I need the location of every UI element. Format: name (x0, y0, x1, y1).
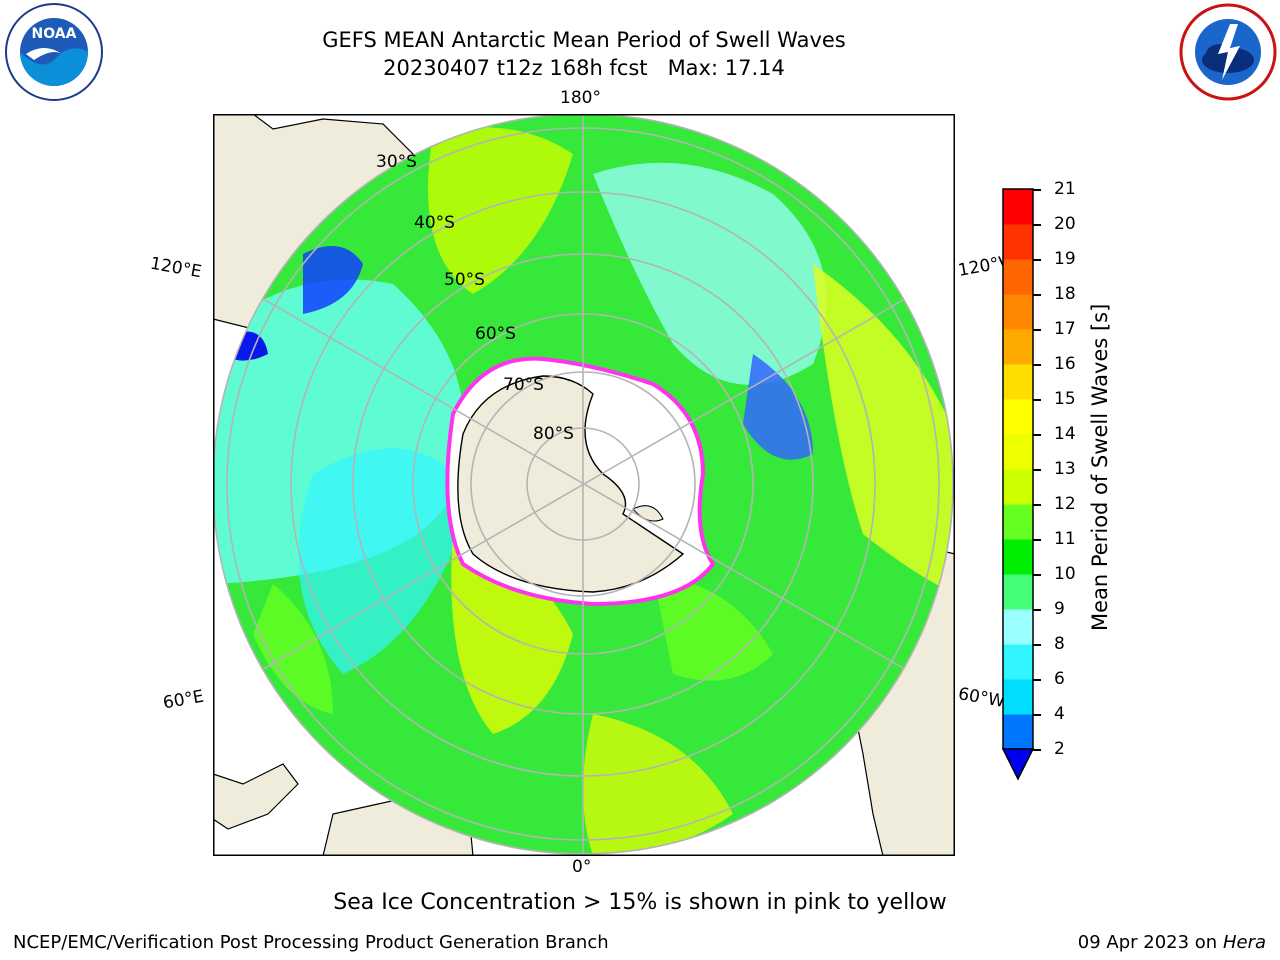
lon-label-180: 180° (560, 88, 601, 108)
lat-label-30s: 30°S (376, 152, 417, 172)
colorbar-segment (1003, 259, 1033, 295)
map-frame (213, 114, 955, 856)
lat-label-70s: 70°S (503, 375, 544, 395)
colorbar-tick-mark (1033, 574, 1041, 576)
footer-host: Hera (1222, 932, 1266, 953)
colorbar-tick-mark (1033, 504, 1041, 506)
colorbar-tick-mark (1033, 714, 1041, 716)
colorbar-tick-mark (1033, 469, 1041, 471)
colorbar-tick-mark (1033, 749, 1041, 751)
colorbar-tick-mark (1033, 189, 1041, 191)
lat-label-60s: 60°S (475, 324, 516, 344)
lon-label-60e: 60°E (161, 686, 206, 714)
colorbar-tick-label: 12 (1054, 494, 1076, 514)
colorbar-tick-label: 10 (1054, 564, 1076, 584)
colorbar-tick-mark (1033, 434, 1041, 436)
colorbar-segment (1003, 399, 1033, 435)
colorbar-segment (1003, 364, 1033, 400)
colorbar-segment (1003, 294, 1033, 330)
colorbar-tick-label: 14 (1054, 424, 1076, 444)
colorbar-tick-mark (1033, 224, 1041, 226)
colorbar-tick-mark (1033, 399, 1041, 401)
colorbar-tick-mark (1033, 364, 1041, 366)
colorbar-tick-mark (1033, 329, 1041, 331)
lon-label-60w: 60°W (956, 684, 1007, 712)
nws-logo (1179, 3, 1277, 101)
footer-date: 09 Apr 2023 on Hera (1078, 932, 1266, 953)
lon-label-0: 0° (572, 857, 592, 877)
colorbar-tick-mark (1033, 259, 1041, 261)
colorbar-segment (1003, 189, 1033, 225)
title-line-1: GEFS MEAN Antarctic Mean Period of Swell… (322, 28, 846, 52)
colorbar-segment (1003, 224, 1033, 260)
colorbar-tick-label: 13 (1054, 459, 1076, 479)
colorbar-segment (1003, 434, 1033, 470)
colorbar-segment (1003, 609, 1033, 645)
colorbar-segment (1003, 329, 1033, 365)
colorbar-tick-label: 6 (1054, 669, 1065, 689)
colorbar-tick-label: 4 (1054, 704, 1065, 724)
colorbar-tick-mark (1033, 644, 1041, 646)
noaa-logo-text: NOAA (32, 26, 77, 42)
colorbar-segment (1003, 504, 1033, 540)
lon-label-120e: 120°E (148, 253, 204, 283)
lat-label-50s: 50°S (444, 270, 485, 290)
title-line-2: 20230407 t12z 168h fcst Max: 17.14 (383, 56, 785, 80)
colorbar-tick-label: 15 (1054, 389, 1076, 409)
sea-ice-caption: Sea Ice Concentration > 15% is shown in … (333, 890, 947, 915)
footer-branch: NCEP/EMC/Verification Post Processing Pr… (13, 932, 609, 953)
colorbar-tick-label: 21 (1054, 179, 1076, 199)
colorbar-segment (1003, 469, 1033, 505)
swell-period-field (213, 114, 953, 854)
footer-date-text: 09 Apr 2023 on (1077, 932, 1223, 953)
colorbar-segment (1003, 714, 1033, 750)
colorbar-tick-label: 18 (1054, 284, 1076, 304)
colorbar-tick-mark (1033, 539, 1041, 541)
colorbar (1001, 188, 1035, 781)
colorbar-tick-mark (1033, 679, 1041, 681)
antarctic-map (213, 114, 955, 856)
colorbar-tick-label: 8 (1054, 634, 1065, 654)
map-boundary-circle (213, 114, 954, 855)
colorbar-tick-label: 2 (1054, 739, 1065, 759)
colorbar-tick-mark (1033, 609, 1041, 611)
colorbar-tick-label: 17 (1054, 319, 1076, 339)
colorbar-segment (1003, 574, 1033, 610)
lat-label-40s: 40°S (414, 213, 455, 233)
noaa-logo: NOAA (5, 3, 103, 101)
colorbar-tick-label: 11 (1054, 529, 1076, 549)
colorbar-tick-mark (1033, 294, 1041, 296)
colorbar-segment (1003, 539, 1033, 575)
colorbar-label: Mean Period of Swell Waves [s] (1088, 303, 1112, 631)
colorbar-tick-label: 20 (1054, 214, 1076, 234)
colorbar-tick-label: 9 (1054, 599, 1065, 619)
colorbar-segment (1003, 644, 1033, 680)
graticule (213, 114, 953, 854)
colorbar-segment (1003, 679, 1033, 715)
colorbar-tick-label: 19 (1054, 249, 1076, 269)
lat-label-80s: 80°S (533, 424, 574, 444)
colorbar-tick-label: 16 (1054, 354, 1076, 374)
